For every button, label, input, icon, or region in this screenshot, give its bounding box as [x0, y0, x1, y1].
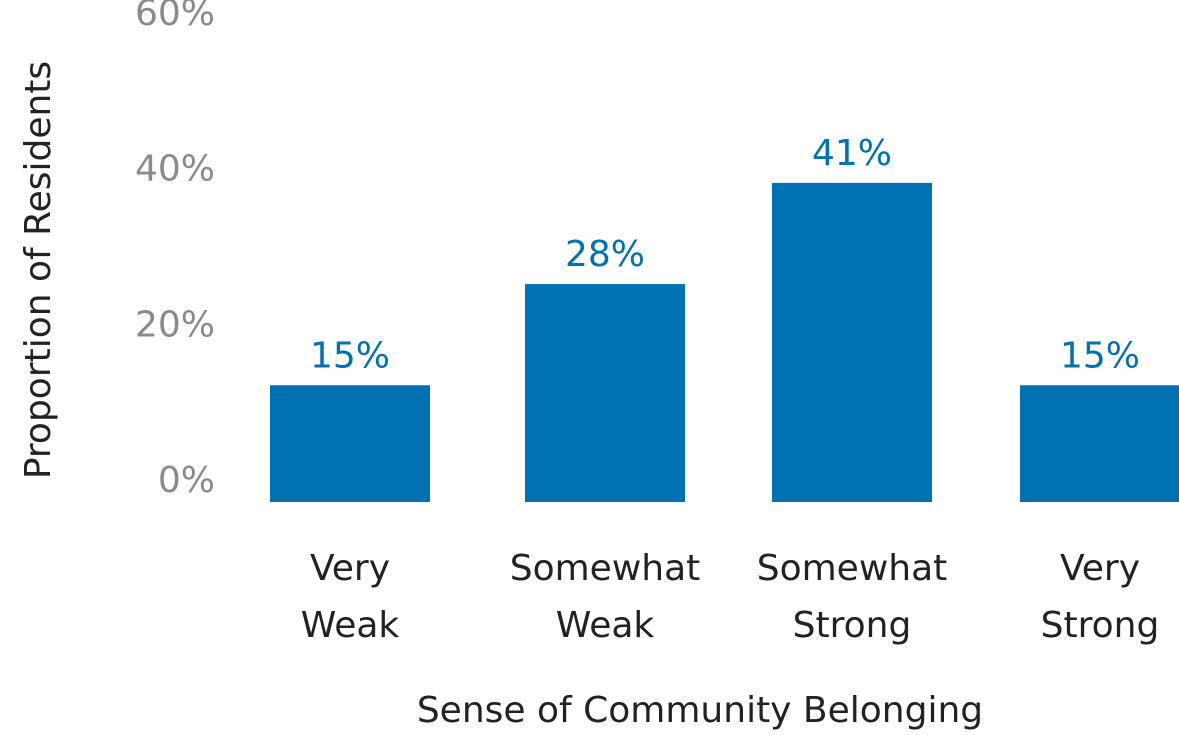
x-axis-category-labels: Very Weak Somewhat Weak Somewhat Strong Very St… — [301, 548, 1160, 646]
x-category-label: Somewhat — [757, 548, 948, 589]
y-axis-title: Proportion of Residents — [18, 61, 59, 479]
bars — [270, 182, 1179, 502]
bar — [270, 385, 430, 502]
y-tick-label: 40% — [135, 149, 215, 190]
x-axis-title: Sense of Community Belonging — [417, 690, 983, 731]
bar — [525, 284, 685, 502]
x-category-label: Very — [1060, 548, 1140, 589]
bar-value-label: 28% — [565, 234, 645, 275]
bar — [772, 182, 932, 502]
bar-value-label: 15% — [1060, 335, 1140, 376]
x-category-label: Very — [310, 548, 390, 589]
y-tick-label: 60% — [135, 0, 215, 34]
y-axis-ticks: 0% 20% 40% 60% — [135, 0, 215, 501]
x-category-label: Strong — [793, 605, 912, 646]
bar — [1020, 385, 1179, 502]
x-category-label: Somewhat — [510, 548, 701, 589]
x-category-label: Weak — [301, 605, 400, 646]
y-tick-label: 0% — [158, 460, 215, 501]
x-category-label: Weak — [556, 605, 655, 646]
bar-value-label: 15% — [310, 335, 390, 376]
y-tick-label: 20% — [135, 304, 215, 345]
data-labels: 15% 28% 41% 15% — [310, 133, 1140, 376]
bar-value-label: 41% — [812, 133, 892, 174]
x-category-label: Strong — [1041, 605, 1160, 646]
